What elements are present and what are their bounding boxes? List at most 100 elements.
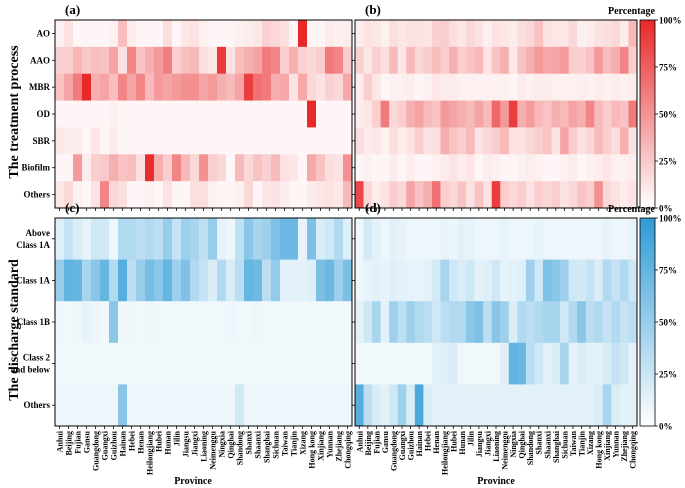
heatmap-cell-c-2-31	[334, 301, 344, 344]
heatmap-cell-b-6-1	[363, 181, 373, 209]
heatmap-cell-a-2-30	[325, 73, 335, 101]
x-tick-label: Guizhou	[407, 430, 416, 460]
heatmap-cell-d-0-24	[560, 218, 570, 260]
heatmap-cell-c-2-23	[262, 301, 272, 344]
heatmap-cell-a-6-19	[226, 181, 236, 209]
heatmap-cell-b-1-2	[372, 46, 382, 75]
heatmap-cell-a-5-29	[316, 154, 326, 182]
heatmap-cell-a-5-27	[298, 154, 308, 182]
heatmap-cell-c-2-27	[298, 301, 308, 344]
heatmap-cell-b-1-32	[628, 46, 638, 75]
panel-letter: (d)	[365, 200, 381, 215]
heatmap-cell-b-6-30	[611, 181, 621, 209]
heatmap-cell-a-3-0	[55, 100, 65, 128]
heatmap-cell-a-2-18	[217, 73, 227, 101]
heatmap-cell-c-1-27	[298, 259, 308, 302]
heatmap-cell-a-3-17	[208, 100, 218, 128]
x-tick-label: Jiangsu	[182, 430, 191, 457]
heatmap-cell-a-3-13	[172, 100, 182, 128]
heatmap-cell-d-3-27	[585, 342, 595, 385]
heatmap-cell-b-6-29	[602, 181, 612, 209]
heatmap-cell-d-0-10	[440, 218, 450, 260]
heatmap-cell-d-0-20	[525, 218, 535, 260]
heatmap-cell-a-6-22	[253, 181, 263, 209]
heatmap-cell-b-3-26	[577, 100, 587, 128]
heatmap-cell-a-4-18	[217, 127, 227, 155]
heatmap-cell-d-2-27	[585, 301, 595, 344]
heatmap-cell-d-1-30	[611, 259, 621, 302]
heatmap-cell-d-4-3	[380, 384, 390, 427]
heatmap-cell-d-1-7	[414, 259, 424, 302]
heatmap-cell-a-3-12	[163, 100, 173, 128]
heatmap-cell-c-3-12	[163, 342, 173, 385]
heatmap-cell-b-0-3	[380, 20, 390, 48]
heatmap-cell-b-4-32	[628, 127, 638, 155]
heatmap-cell-a-6-5	[100, 181, 110, 209]
heatmap-cell-b-5-13	[466, 154, 476, 182]
heatmap-cell-a-0-14	[181, 20, 191, 48]
heatmap-cell-c-0-8	[127, 218, 137, 260]
heatmap-cell-a-5-4	[91, 154, 101, 182]
heatmap-cell-b-0-14	[474, 20, 484, 48]
x-tick-label: Gansu	[381, 430, 390, 453]
heatmap-cell-d-4-22	[543, 384, 552, 427]
heatmap-cell-d-1-2	[372, 259, 382, 302]
heatmap-cell-b-6-6	[406, 181, 416, 209]
heatmap-cell-d-1-16	[491, 259, 501, 302]
heatmap-cell-d-4-8	[423, 384, 433, 427]
heatmap-cell-d-1-11	[449, 259, 458, 302]
heatmap-cell-a-5-21	[244, 154, 254, 182]
heatmap-cell-a-6-1	[64, 181, 74, 209]
x-tick-label: Anhui	[56, 430, 65, 452]
colorbar-gradient	[639, 19, 656, 209]
heatmap-cell-b-6-32	[628, 181, 638, 209]
x-tick-label: Fujian	[74, 430, 83, 453]
x-tick-label: Hebei	[424, 430, 433, 451]
heatmap-cell-c-0-13	[172, 218, 182, 260]
heatmap-cell-d-2-24	[560, 301, 570, 344]
heatmap-cell-c-4-0	[55, 384, 65, 427]
heatmap-cell-a-2-12	[163, 73, 173, 101]
heatmap-cell-b-2-26	[577, 73, 587, 101]
heatmap-cell-c-4-4	[91, 384, 101, 427]
heatmap-cell-a-6-27	[298, 181, 308, 209]
heatmap-cell-a-4-31	[334, 127, 344, 155]
heatmap-cell-d-2-14	[474, 301, 484, 344]
heatmap-cell-a-3-28	[307, 100, 317, 128]
heatmap-cell-a-6-21	[244, 181, 254, 209]
heatmap-cell-b-2-17	[500, 73, 510, 101]
heatmap-cell-a-6-11	[154, 181, 164, 209]
heatmap-cell-a-1-10	[145, 46, 155, 75]
heatmap-cell-b-2-24	[560, 73, 570, 101]
heatmap-cell-b-1-7	[414, 46, 424, 75]
heatmap-cell-a-6-2	[73, 181, 83, 209]
heatmap-cell-c-2-2	[73, 301, 83, 344]
x-tick-label: Zhejiang	[335, 431, 344, 462]
heatmap-cell-c-3-5	[100, 342, 110, 385]
heatmap-cell-c-0-3	[82, 218, 92, 260]
heatmap-cell-c-3-16	[199, 342, 209, 385]
heatmap-cell-b-0-13	[466, 20, 476, 48]
heatmap-cell-c-3-19	[226, 342, 236, 385]
x-tick-label: Tianjin	[577, 430, 586, 456]
heatmap-cell-b-6-17	[500, 181, 510, 209]
heatmap-cell-b-6-9	[431, 181, 441, 209]
heatmap-cell-c-2-0	[55, 301, 65, 344]
x-tick-label: Hubei	[155, 430, 164, 452]
x-tick-label: Neimenggu	[209, 430, 218, 469]
x-tick-label: Yunnan	[326, 430, 335, 457]
heatmap-cell-b-3-4	[389, 100, 399, 128]
heatmap-cell-d-3-6	[406, 342, 416, 385]
x-tick-label: Jilin	[466, 430, 475, 446]
heatmap-cell-d-0-4	[389, 218, 399, 260]
heatmap-cell-a-4-14	[181, 127, 191, 155]
heatmap-cell-b-3-19	[517, 100, 527, 128]
heatmap-cell-d-3-5	[397, 342, 407, 385]
heatmap-cell-a-6-7	[118, 181, 128, 209]
heatmap-cell-c-4-10	[145, 384, 155, 427]
heatmap-cell-c-3-23	[262, 342, 272, 385]
heatmap-cell-c-2-14	[181, 301, 191, 344]
heatmap-cell-b-5-14	[474, 154, 484, 182]
